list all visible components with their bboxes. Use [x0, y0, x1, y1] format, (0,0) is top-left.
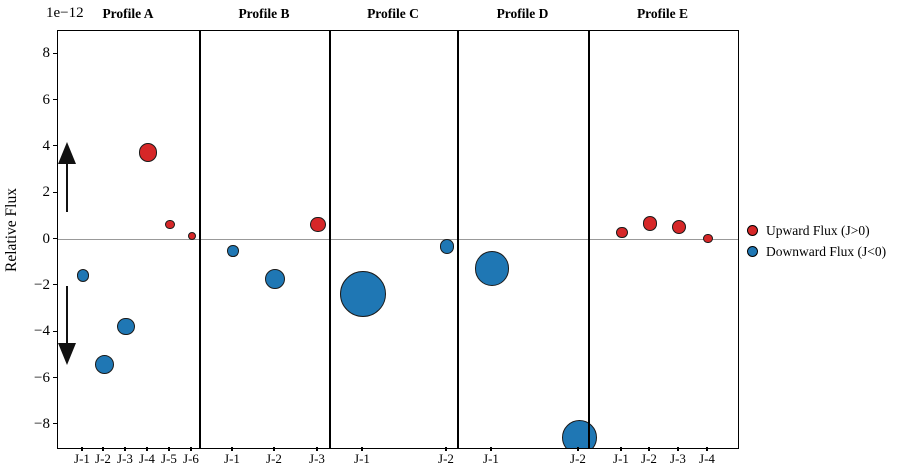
profile-divider [198, 31, 202, 448]
profile-title: Profile E [636, 6, 689, 21]
x-tick-label: J-1 [613, 451, 629, 466]
profile-title: Profile B [238, 6, 290, 21]
profile-title: Profile D [496, 6, 549, 21]
data-bubble-downward [117, 317, 135, 336]
profile-divider [587, 31, 591, 448]
y-tick-label: −2 [34, 276, 50, 293]
data-bubble-upward [703, 233, 713, 244]
profile-divider [456, 31, 460, 448]
x-tick-label: J-3 [670, 451, 686, 466]
y-tick-label: −4 [34, 323, 50, 340]
data-bubble-downward [561, 420, 597, 448]
data-bubble-downward [474, 251, 510, 286]
data-bubble-upward [642, 215, 658, 231]
x-tick-label: J-1 [74, 451, 90, 466]
profile-divider [328, 31, 332, 448]
plot-area [57, 30, 739, 449]
y-axis-offset-label: 1e−12 [46, 5, 84, 21]
x-tick-label: J-3 [117, 451, 133, 466]
data-bubble-upward [616, 226, 628, 239]
data-bubble-upward [672, 219, 686, 234]
y-tick-label: 0 [42, 230, 51, 247]
x-tick-label: J-2 [438, 451, 454, 466]
y-tick-label: −6 [34, 369, 50, 386]
x-tick-label: J-3 [309, 451, 325, 466]
x-tick-label: J-2 [641, 451, 657, 466]
x-tick-label: J-1 [224, 451, 240, 466]
x-tick-label: J-2 [266, 451, 282, 466]
legend-label: Downward Flux (J<0) [766, 243, 887, 259]
data-bubble-downward [265, 268, 285, 289]
y-tick-label: 8 [42, 45, 51, 62]
x-tick-label: J-1 [354, 451, 370, 466]
legend-label: Upward Flux (J>0) [766, 222, 870, 238]
data-bubble-downward [339, 270, 387, 318]
legend-item: Upward Flux (J>0) [747, 220, 886, 241]
down-arrow-head [58, 342, 76, 365]
x-tick-label: J-2 [570, 451, 586, 466]
profile-title: Profile C [367, 6, 419, 21]
x-tick-label: J-5 [161, 451, 177, 466]
down-arrow-shaft [66, 285, 68, 343]
legend-marker-icon [747, 225, 758, 236]
data-bubble-upward [310, 216, 326, 233]
data-bubble-upward [187, 231, 197, 241]
x-tick-label: J-4 [139, 451, 155, 466]
x-tick-label: J-1 [483, 451, 499, 466]
legend-marker-icon [747, 246, 758, 257]
y-tick-label: 2 [42, 184, 51, 201]
legend: Upward Flux (J>0) Downward Flux (J<0) [747, 220, 886, 262]
data-bubble-downward [439, 239, 455, 254]
x-tick-label: J-4 [699, 451, 715, 466]
up-arrow-head [58, 142, 76, 165]
y-tick-label: 4 [42, 137, 51, 154]
data-bubble-downward [227, 245, 239, 257]
data-bubble-downward [76, 269, 90, 282]
up-arrow-shaft [66, 164, 68, 212]
data-bubble-downward [94, 355, 114, 375]
y-tick-label: 6 [42, 91, 51, 108]
y-tick-label: −8 [34, 415, 50, 432]
x-tick-label: J-6 [183, 451, 199, 466]
profile-title: Profile A [102, 6, 154, 21]
x-tick-label: J-2 [95, 451, 111, 466]
zero-line [58, 239, 738, 240]
data-bubble-upward [165, 219, 175, 230]
y-axis-label: Relative Flux [3, 188, 20, 272]
data-bubble-upward [138, 143, 158, 162]
legend-item: Downward Flux (J<0) [747, 241, 886, 262]
